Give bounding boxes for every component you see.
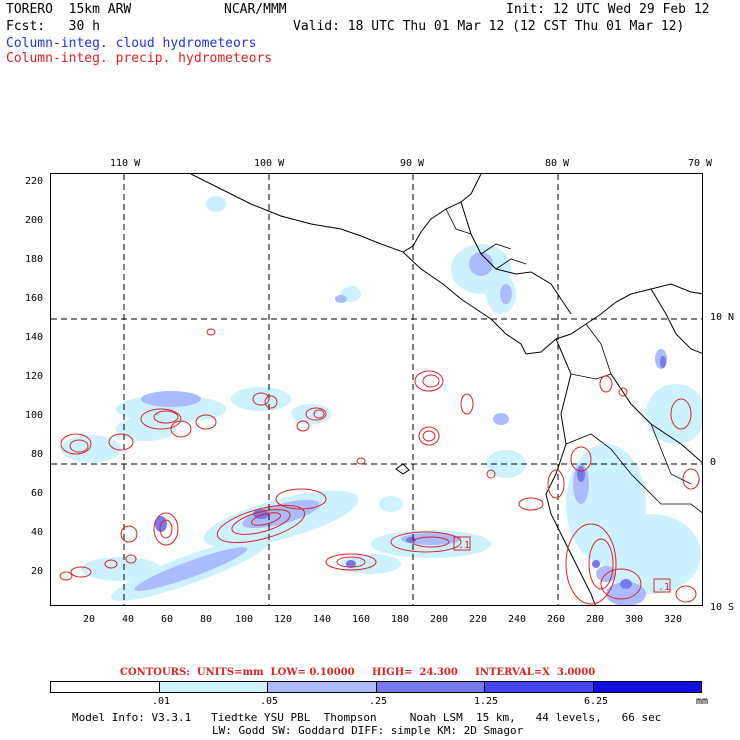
y-tick-label: 100: [25, 410, 44, 421]
x-tick-label: 140: [313, 614, 332, 625]
cloud-field-medium: [134, 252, 667, 605]
scale-segment: [376, 682, 485, 692]
scale-segment: [485, 682, 594, 692]
x-tick-label: 280: [586, 614, 605, 625]
map-canvas: .1 .1: [51, 174, 702, 605]
contour-info: CONTOURS: UNITS=mm LOW= 0.10000 HIGH= 24…: [120, 667, 596, 678]
scale-label: 6.25: [584, 696, 609, 707]
graticule: [51, 174, 702, 605]
scale-segment: [593, 682, 701, 692]
forecast-hour: Fcst: 30 h: [6, 19, 100, 34]
init-time: Init: 12 UTC Wed 29 Feb 12: [506, 2, 710, 17]
x-tick-label: 100: [235, 614, 254, 625]
cloud-field-dense: [155, 356, 666, 589]
y-tick-label: 60: [31, 488, 44, 499]
x-tick-label: 60: [161, 614, 174, 625]
x-tick-label: 120: [274, 614, 293, 625]
map-plot: .1 .1: [50, 173, 703, 606]
x-tick-label: 320: [664, 614, 683, 625]
valid-time: Valid: 18 UTC Thu 01 Mar 12 (12 CST Thu …: [293, 19, 685, 34]
x-tick-label: 260: [547, 614, 566, 625]
x-tick-label: 220: [469, 614, 488, 625]
scale-label: .25: [369, 696, 388, 707]
model-info-line1: Model Info: V3.3.1 Tiedtke YSU PBL Thomp…: [72, 711, 662, 724]
y-tick-label: 180: [25, 254, 44, 265]
y-tick-label: 80: [31, 449, 44, 460]
scale-label: .01: [152, 696, 171, 707]
scale-segment: [51, 682, 160, 692]
y-tick-label: 20: [31, 566, 44, 577]
model-info-line2: LW: Godd SW: Goddard DIFF: simple KM: 2D…: [212, 724, 524, 737]
y-tick-label: 160: [25, 293, 44, 304]
model-title: TORERO 15km ARW: [6, 2, 132, 17]
contour-label: .1: [658, 582, 670, 593]
x-tick-label: 20: [83, 614, 96, 625]
scale-label: .05: [260, 696, 279, 707]
y-tick-label: 200: [25, 215, 44, 226]
y-tick-label: 40: [31, 527, 44, 538]
lat-label: 10 N: [710, 312, 735, 323]
center-name: NCAR/MMM: [224, 2, 287, 17]
y-tick-label: 140: [25, 332, 44, 343]
x-tick-label: 180: [391, 614, 410, 625]
contour-label: .1: [458, 540, 470, 551]
scale-segment: [268, 682, 377, 692]
precip-contours: [59, 328, 700, 605]
scale-segment: [159, 682, 268, 692]
color-scale-bar: [50, 681, 702, 693]
lat-label: 0: [710, 457, 717, 468]
scale-label: 1.25: [474, 696, 499, 707]
scale-units: mm: [696, 696, 709, 707]
x-tick-label: 240: [508, 614, 527, 625]
x-tick-label: 300: [625, 614, 644, 625]
x-tick-label: 200: [430, 614, 449, 625]
x-tick-label: 40: [122, 614, 135, 625]
y-tick-label: 220: [25, 176, 44, 187]
field-cloud-label: Column-integ. cloud hydrometeors: [6, 36, 257, 51]
x-tick-label: 80: [200, 614, 213, 625]
lon-label: 90 W: [400, 158, 425, 169]
lat-label: 10 S: [710, 602, 735, 613]
lon-label: 110 W: [110, 158, 141, 169]
field-precip-label: Column-integ. precip. hydrometeors: [6, 51, 273, 66]
x-tick-label: 160: [352, 614, 371, 625]
lon-label: 80 W: [545, 158, 570, 169]
lon-label: 70 W: [688, 158, 713, 169]
country-borders: [445, 208, 702, 513]
lon-label: 100 W: [254, 158, 285, 169]
y-tick-label: 120: [25, 371, 44, 382]
